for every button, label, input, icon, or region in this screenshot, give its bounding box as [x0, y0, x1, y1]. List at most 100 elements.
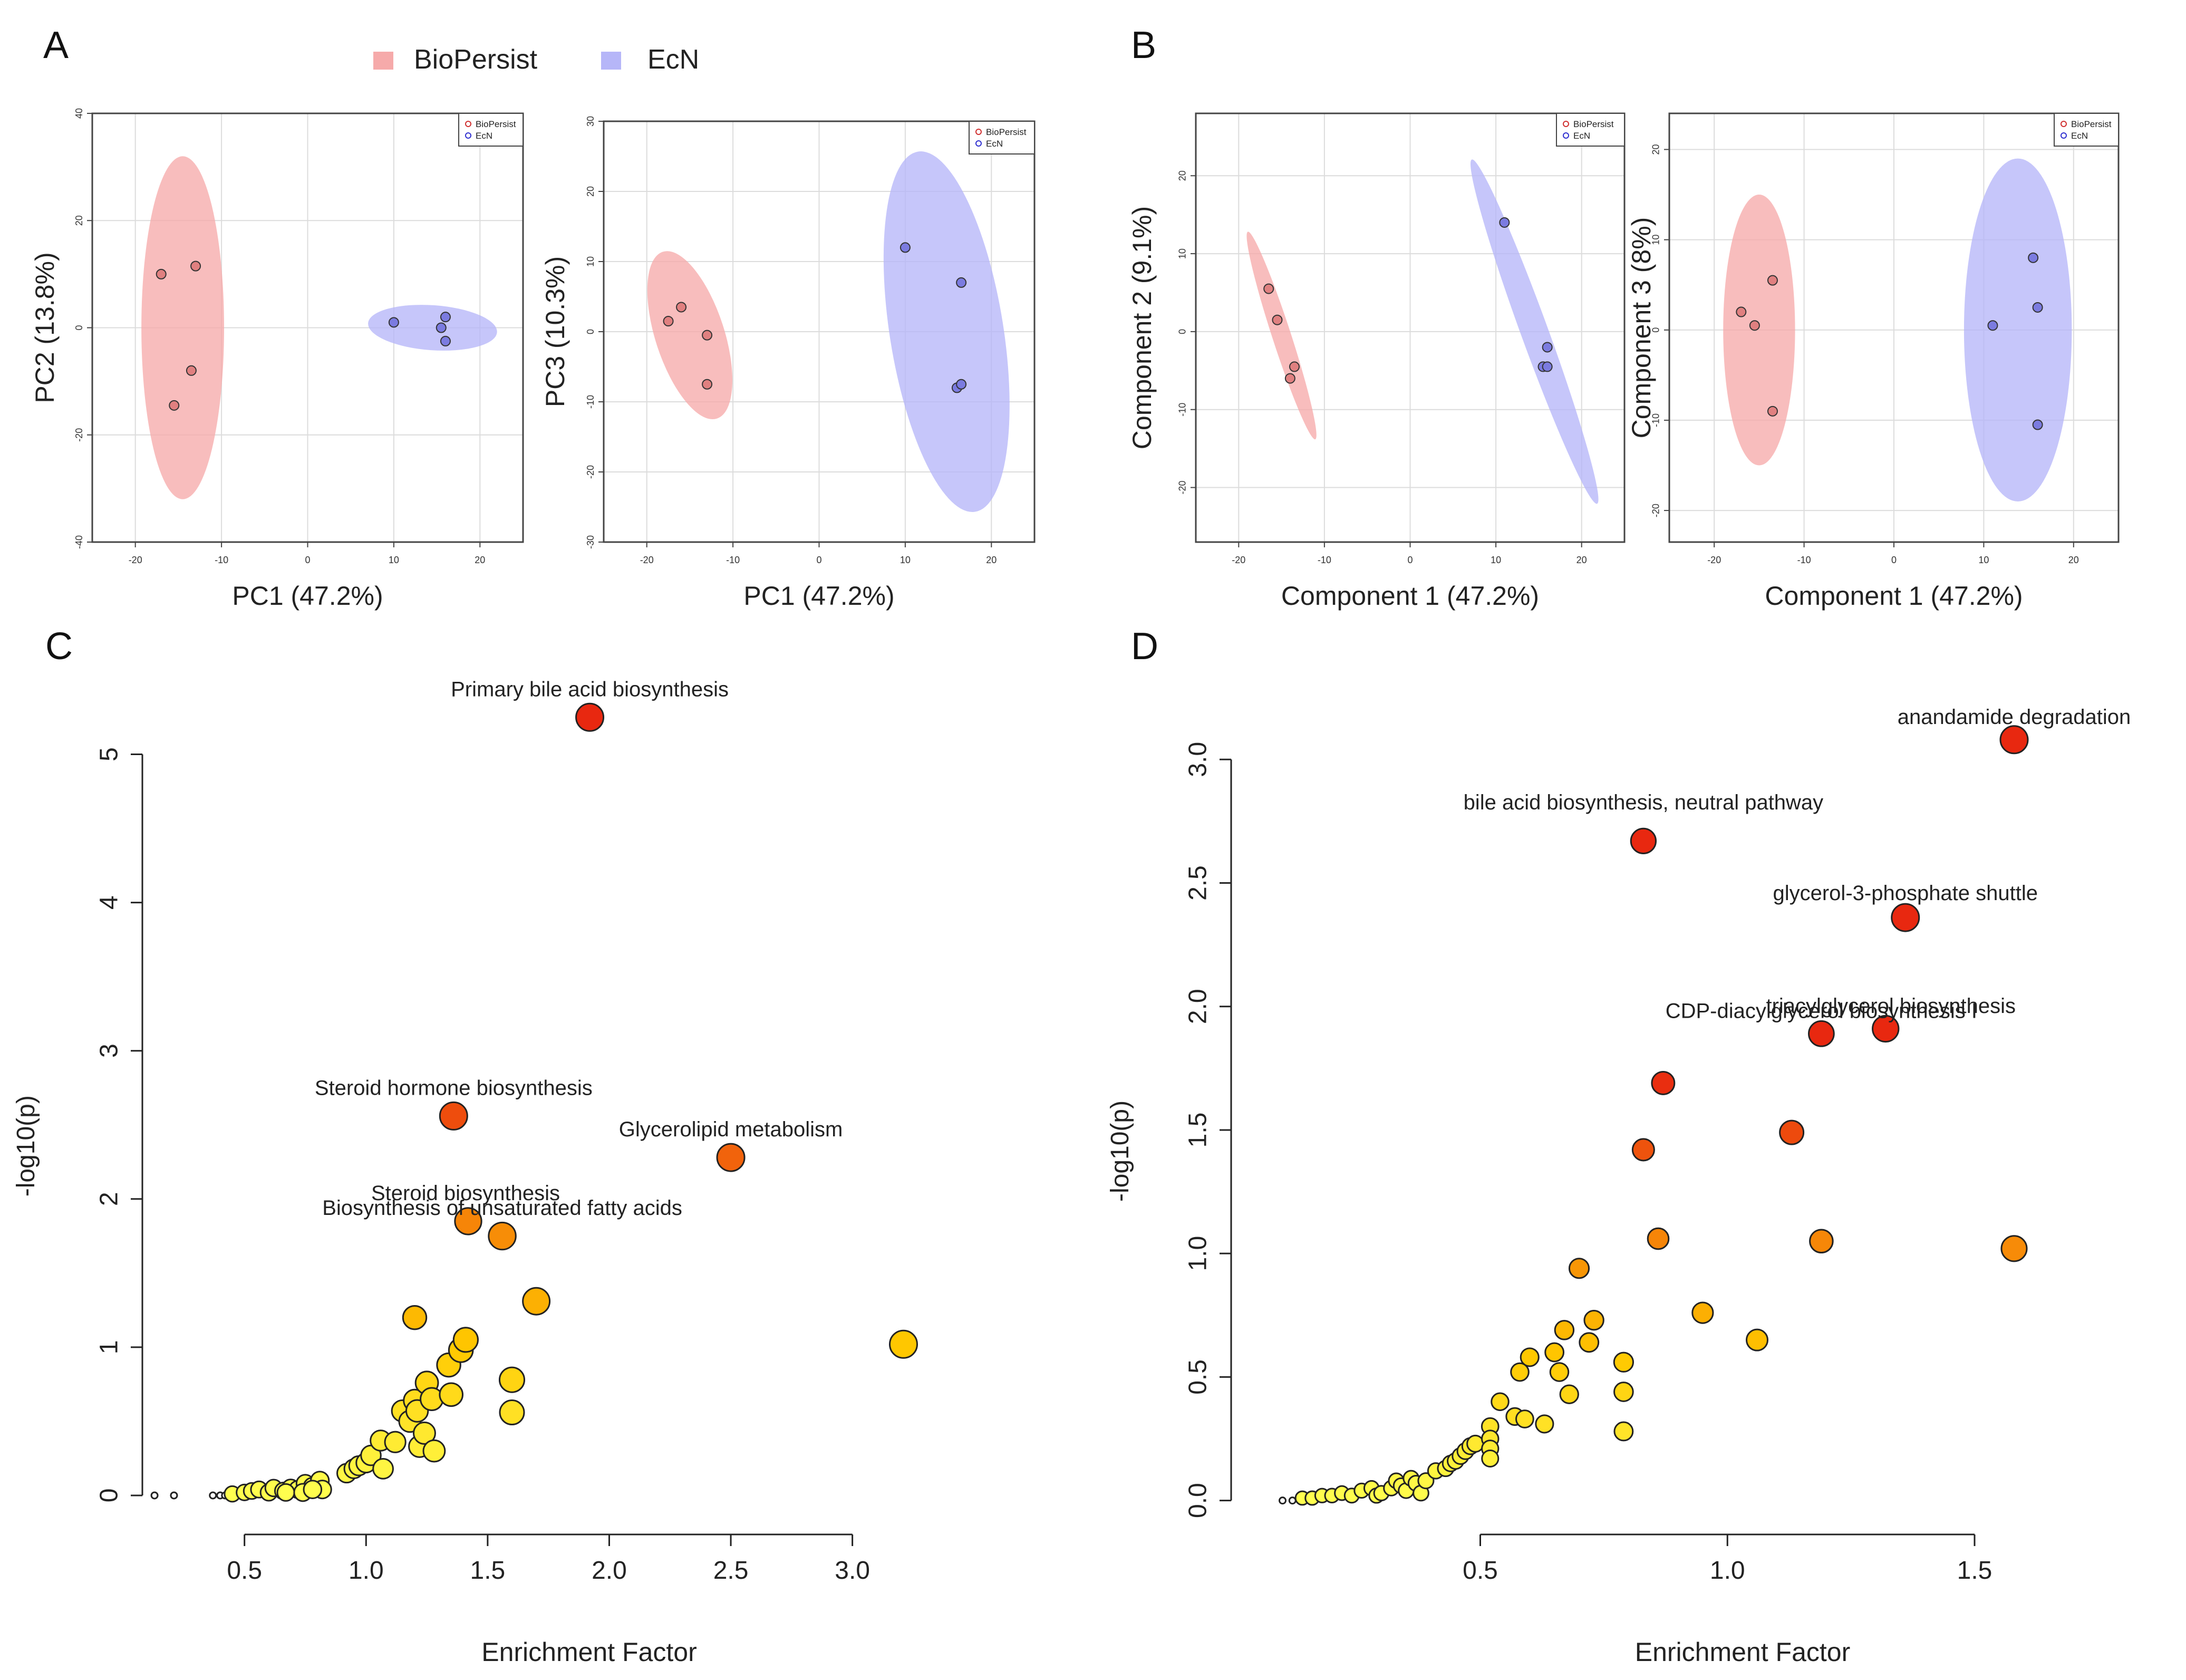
- confidence-ellipse-biopersist: [1723, 195, 1795, 466]
- enrichment-point: [439, 1382, 463, 1407]
- x-tick-label: 20: [475, 555, 485, 565]
- point-annotation: glycerol-3-phosphate shuttle: [1773, 882, 2038, 905]
- y-tick-label: 40: [74, 108, 84, 119]
- y-tick-label: -20: [1177, 481, 1188, 495]
- x-tick-label: -20: [129, 555, 142, 565]
- inner-legend-marker: [975, 140, 982, 147]
- data-point-ecn: [1542, 342, 1553, 353]
- x-tick-label: 0: [816, 555, 821, 565]
- enrichment-point: [1466, 1434, 1485, 1453]
- panel-label-A: A: [43, 24, 69, 66]
- data-point-biopersist: [702, 379, 713, 390]
- data-point-biopersist: [156, 268, 167, 279]
- y-tick-label: 20: [585, 186, 596, 197]
- data-point-biopersist: [1272, 314, 1283, 325]
- data-point-biopersist: [1767, 405, 1778, 417]
- point-annotation: triacylglycerol biosynthesis: [1766, 995, 2016, 1018]
- x-tick-label: 1.5: [470, 1557, 506, 1585]
- inner-legend-label: EcN: [1573, 131, 1590, 141]
- enrichment-point: [1613, 1421, 1634, 1442]
- point-annotation: Steroid biosynthesis: [371, 1182, 560, 1205]
- data-point-ecn: [2032, 419, 2043, 430]
- y-axis-label: -log10(p): [12, 1095, 40, 1196]
- x-tick-label: -20: [640, 555, 654, 565]
- point-annotation: Steroid hormone biosynthesis: [315, 1076, 593, 1099]
- y-tick-label: 0: [95, 1489, 123, 1503]
- data-point-biopersist: [1284, 373, 1295, 384]
- enrichment-point: [1279, 1496, 1287, 1505]
- enrichment-point: [1288, 1496, 1297, 1505]
- y-tick-label: 0: [74, 325, 84, 330]
- enrichment-point: [1549, 1362, 1570, 1382]
- enrichment-point: [1510, 1362, 1530, 1382]
- x-tick-label: 1.0: [1710, 1557, 1745, 1585]
- enrichment-point: [276, 1483, 295, 1502]
- data-point-biopersist: [1263, 283, 1274, 294]
- x-axis-label: Component 1 (47.2%): [1765, 581, 2023, 611]
- data-point-ecn: [1542, 361, 1553, 372]
- enrichment-point: [1808, 1020, 1835, 1047]
- enrichment-point: [1535, 1414, 1554, 1434]
- y-tick-label: 20: [1651, 144, 1661, 155]
- enrichment-point: [888, 1329, 918, 1359]
- inner-legend-marker: [465, 132, 471, 139]
- y-tick-label: 2: [95, 1192, 123, 1206]
- enrichment-point: [1613, 1382, 1634, 1402]
- enrichment-point: [170, 1491, 178, 1500]
- inner-legend-box: [2054, 113, 2119, 147]
- enrichment-point: [522, 1287, 551, 1316]
- enrichment-point: [1491, 1392, 1510, 1411]
- y-tick-label: 20: [74, 215, 84, 226]
- enrichment-point: [498, 1366, 526, 1393]
- x-tick-label: 0: [1891, 555, 1897, 565]
- data-point-biopersist: [190, 260, 201, 272]
- inner-legend-marker: [465, 121, 471, 127]
- x-tick-label: 0.5: [227, 1557, 262, 1585]
- x-tick-label: -20: [1232, 555, 1245, 565]
- data-point-ecn: [1499, 217, 1510, 228]
- data-point-ecn: [899, 242, 911, 253]
- chart-A1: -20 -10 0 10 20 -40 -20 0 20 40 PC1 (47.2%) PC2 (13…: [30, 108, 524, 611]
- enrichment-point: [209, 1491, 217, 1500]
- x-tick-label: 0.5: [1463, 1557, 1498, 1585]
- data-point-biopersist: [676, 302, 687, 313]
- point-annotation: Biosynthesis of unsaturated fatty acids: [322, 1196, 682, 1220]
- data-point-ecn: [440, 312, 451, 323]
- inner-legend: BioPersist EcN: [458, 113, 524, 147]
- inner-legend-marker: [2061, 132, 2067, 139]
- enrichment-point: [1872, 1015, 1900, 1043]
- inner-legend-marker: [2061, 121, 2067, 127]
- y-tick-label: -10: [1651, 413, 1661, 427]
- chart-B1: -20 -10 0 10 20 -20 -10 0 10 20 Component 1 (47.2%…: [1127, 112, 1626, 611]
- enrichment-point: [454, 1207, 482, 1235]
- enrichment-point: [499, 1399, 525, 1426]
- y-tick-label: 10: [1651, 235, 1661, 245]
- y-tick-label: 0.0: [1184, 1483, 1212, 1518]
- enrichment-point: [1544, 1342, 1565, 1363]
- y-tick-label: 5: [95, 747, 123, 761]
- enrichment-point: [303, 1480, 323, 1499]
- enrichment-point: [1809, 1229, 1834, 1254]
- enrichment-point: [1647, 1227, 1670, 1250]
- panel-label-C: C: [45, 625, 73, 668]
- y-tick-label: 0: [1177, 329, 1188, 334]
- inner-legend-box: [1556, 113, 1625, 147]
- data-point-biopersist: [169, 400, 180, 411]
- x-tick-label: 3.0: [835, 1557, 870, 1585]
- enrichment-point: [452, 1327, 479, 1353]
- confidence-ellipse-biopersist: [1246, 231, 1317, 440]
- inner-legend-label: EcN: [2071, 131, 2088, 141]
- y-tick-label: 20: [1177, 170, 1188, 181]
- y-tick-label: 4: [95, 895, 123, 910]
- y-tick-label: -10: [585, 395, 596, 409]
- enrichment-point: [1779, 1119, 1805, 1145]
- data-point-ecn: [388, 317, 399, 328]
- legend-label-ecn: EcN: [647, 44, 699, 75]
- enrichment-point: [1568, 1258, 1590, 1279]
- enrichment-point: [1630, 827, 1657, 855]
- data-point-biopersist: [1736, 306, 1747, 317]
- data-point-biopersist: [663, 316, 674, 327]
- x-tick-label: 0: [305, 555, 310, 565]
